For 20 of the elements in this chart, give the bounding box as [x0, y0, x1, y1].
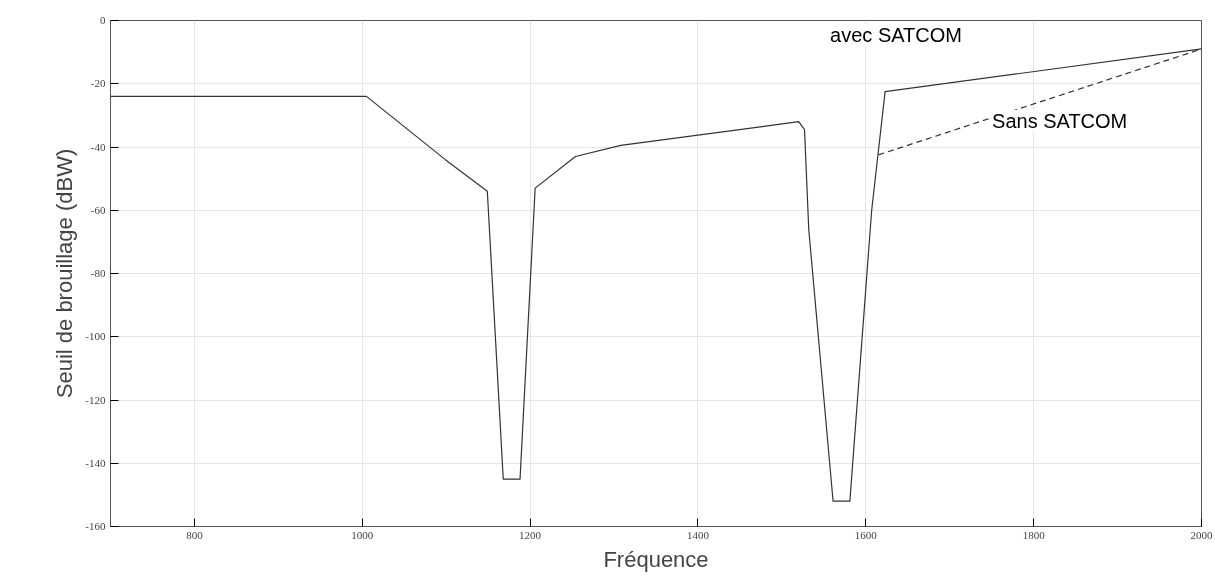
y-tick-label: -80: [90, 267, 106, 279]
x-tick-label: 1600: [854, 528, 878, 541]
x-tick-label: 1000: [351, 528, 374, 541]
x-tick-label: 2000: [1190, 528, 1213, 541]
series-label: avec SATCOM: [830, 24, 962, 47]
y-tick-label: -60: [90, 203, 106, 216]
y-axis-title: Seuil de brouillage (dBW): [52, 148, 78, 399]
x-tick-label: 800: [186, 528, 204, 541]
y-tick-label: -40: [90, 140, 106, 153]
x-tick-label: 1800: [1022, 528, 1046, 541]
y-tick-label: -120: [85, 393, 106, 406]
x-tick-label: 1200: [519, 528, 542, 541]
y-tick-label: -100: [85, 330, 106, 343]
x-axis-title: Fréquence: [603, 546, 709, 572]
y-tick-label: 0: [100, 14, 106, 26]
y-tick-label: -20: [90, 77, 106, 90]
x-tick-label: 1400: [686, 528, 710, 541]
series-label: Sans SATCOM: [992, 109, 1128, 132]
y-tick-label: -160: [85, 520, 106, 532]
y-tick-label: -140: [85, 456, 106, 469]
